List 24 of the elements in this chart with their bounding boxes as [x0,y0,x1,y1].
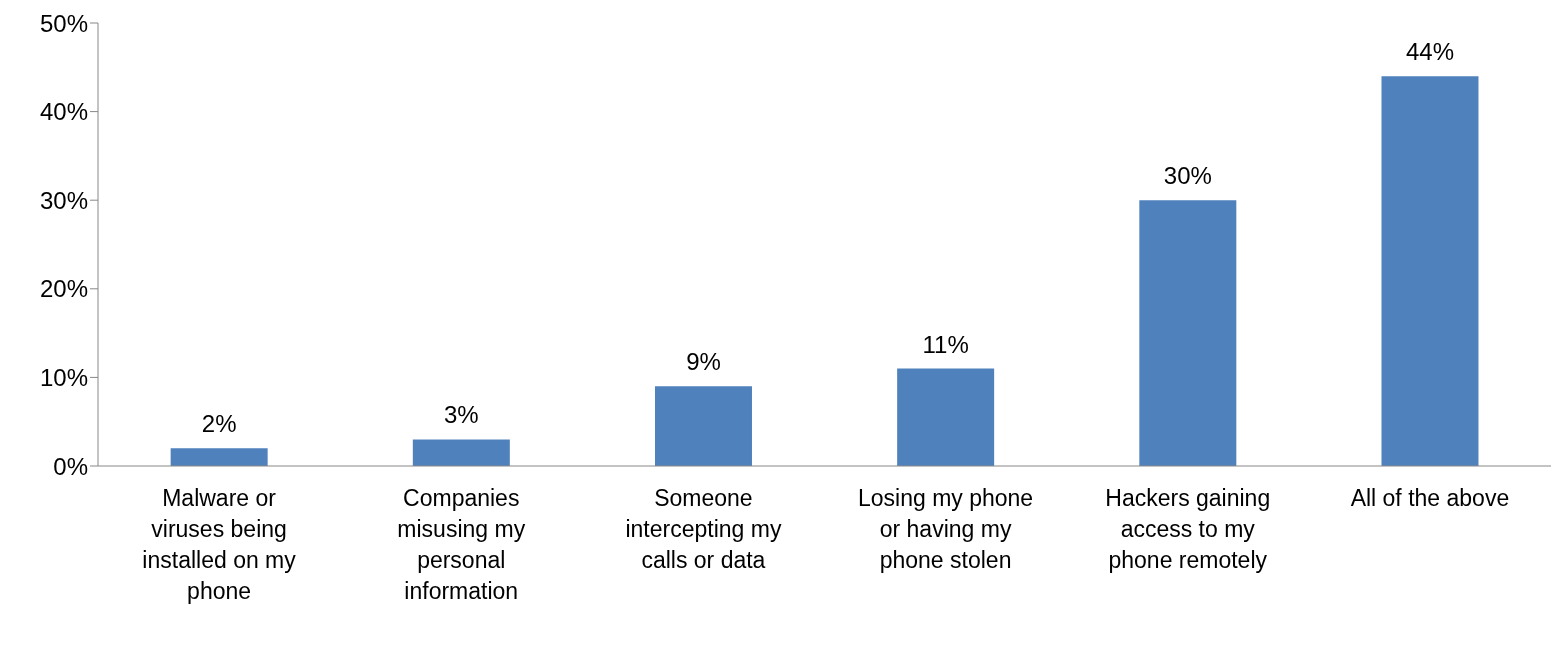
y-tick-label: 10% [39,363,88,391]
data-label: 44% [1405,38,1455,66]
bar [412,439,510,466]
data-label: 2% [201,410,237,438]
data-label: 11% [922,330,969,358]
x-tick-label: All of the above [1350,485,1510,511]
bar [1381,76,1479,466]
x-tick-label: Hackers gaining access to my phone remotely [1105,485,1271,573]
bar [170,448,268,466]
x-tick-label: Losing my phone or having my phone stolen [857,485,1034,573]
bar [1139,200,1237,466]
data-label: 9% [686,348,721,376]
x-tick-label: Companies misusing my personal information [397,485,526,604]
y-tick-label: 0% [53,452,88,480]
y-tick-label: 40% [39,98,88,126]
data-label: 30% [1163,162,1212,190]
bar [897,368,995,466]
data-label: 3% [443,401,479,429]
x-tick-label: Someone intercepting my calls or data [625,485,782,573]
bar [654,386,752,466]
y-tick-label: 50% [39,9,88,37]
y-tick-label: 20% [39,275,88,303]
x-tick-label: Malware or viruses being installed on my phone [142,485,297,604]
y-tick-label: 30% [39,186,88,214]
